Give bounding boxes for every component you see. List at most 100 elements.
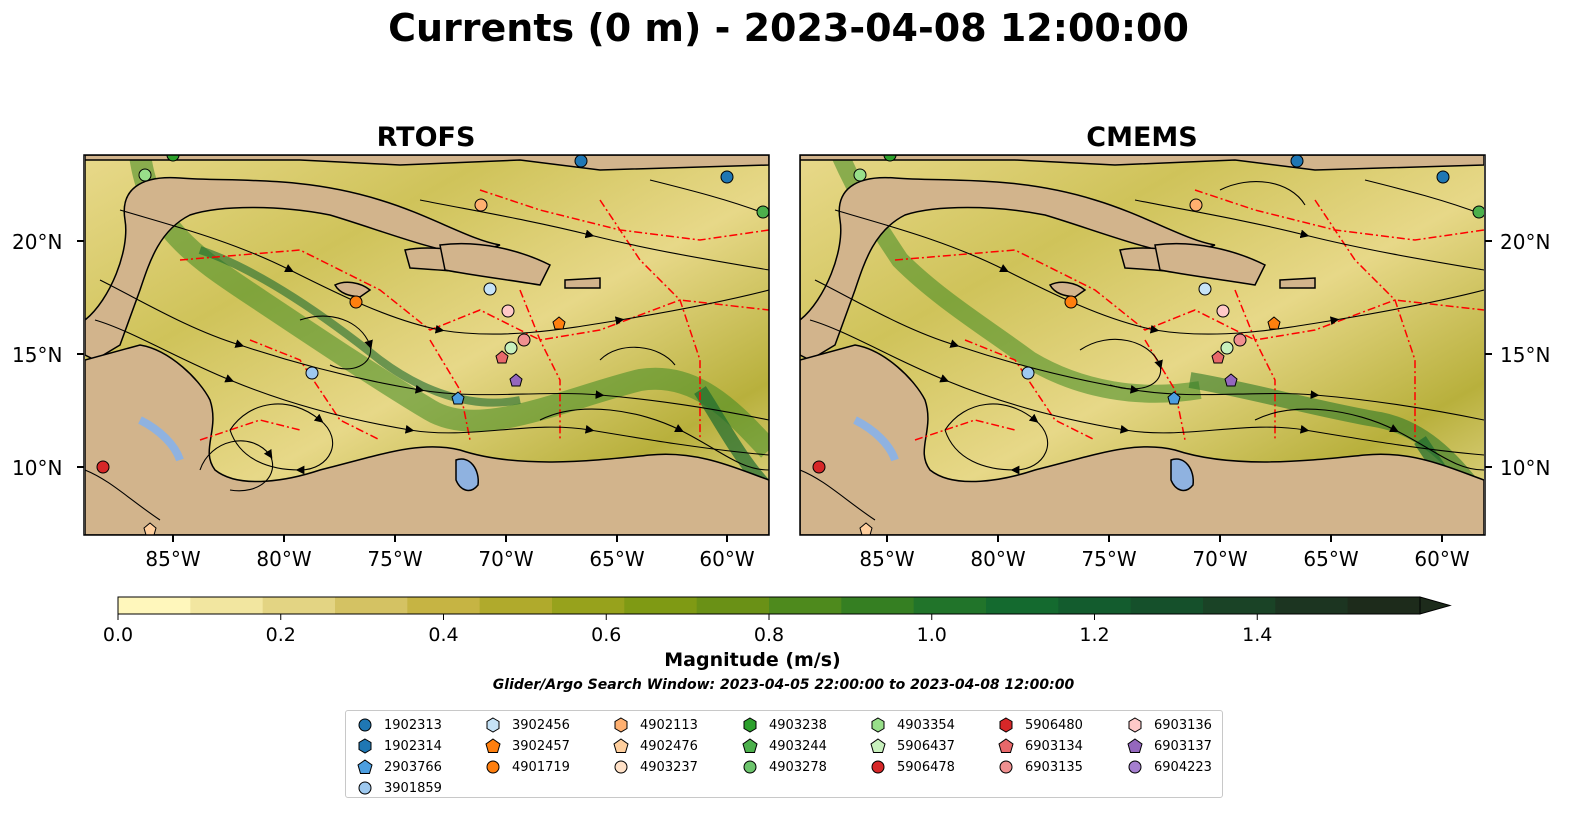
lon-tick: 80°W	[256, 547, 311, 571]
legend-entry: 6903134	[997, 736, 1083, 756]
hexagon-marker-icon	[486, 717, 500, 733]
float-6903135[interactable]	[517, 333, 531, 347]
colorbar-tick-label: 1.0	[917, 624, 947, 646]
legend-label: 5906437	[897, 738, 955, 754]
hexagon-marker-icon	[743, 717, 757, 733]
float-3901859[interactable]	[1021, 366, 1035, 380]
float-6903135[interactable]	[1233, 333, 1247, 347]
legend-label: 4903244	[769, 738, 827, 754]
float-5906437[interactable]	[504, 341, 518, 355]
colorbar-tick-label: 0.0	[103, 624, 133, 646]
float-1902314[interactable]	[1290, 155, 1304, 168]
float-markers[interactable]	[96, 149, 769, 535]
rtofs-map-panel[interactable]	[83, 149, 770, 536]
lon-tick: 70°W	[1192, 547, 1247, 571]
float-4903244[interactable]	[1472, 205, 1485, 219]
legend-entry: 1902313	[356, 715, 442, 735]
hexagon-marker-icon	[999, 717, 1013, 733]
lake-maracaibo	[455, 458, 479, 492]
legend-entry: 5906437	[869, 736, 955, 756]
legend-entry: 2903766	[356, 757, 442, 777]
float-5906478[interactable]	[96, 460, 110, 474]
hexagon-marker-icon	[358, 738, 372, 754]
colorbar-segment	[552, 597, 625, 614]
figure-title: Currents (0 m) - 2023-04-08 12:00:00	[388, 6, 1189, 50]
legend-entry: 3901859	[356, 778, 442, 798]
circle-marker-icon	[999, 760, 1013, 774]
colorbar-tick-label: 1.2	[1079, 624, 1109, 646]
colorbar-segment	[407, 597, 481, 614]
float-4903238[interactable]	[883, 149, 897, 162]
float-4901719[interactable]	[1064, 295, 1078, 309]
colorbar-tick-label: 1.4	[1242, 624, 1272, 646]
lake-nicaragua	[853, 416, 899, 462]
float-markers[interactable]	[812, 149, 1485, 535]
land-puerto-rico	[564, 277, 601, 289]
legend-entry: 4903237	[612, 757, 698, 777]
float-4903354[interactable]	[138, 168, 152, 182]
legend-label: 6903136	[1154, 717, 1212, 733]
float-2903766[interactable]	[1167, 391, 1181, 405]
legend-label: 4903237	[640, 759, 698, 775]
float-4903354[interactable]	[853, 168, 867, 182]
colorbar-segment	[1130, 597, 1204, 614]
legend-entry: 4901719	[484, 757, 570, 777]
legend-entry: 6904223	[1126, 757, 1212, 777]
colorbar-segment	[1275, 597, 1349, 614]
legend-label: 4903278	[769, 759, 827, 775]
float-4902113[interactable]	[474, 198, 488, 212]
float-2903766[interactable]	[451, 391, 465, 405]
legend-label: 3902456	[512, 717, 570, 733]
panel-frame	[799, 154, 1486, 536]
lat-tick: 20°N	[12, 230, 62, 254]
float-1902313[interactable]	[720, 170, 734, 184]
float-6903136[interactable]	[501, 304, 515, 318]
circle-marker-icon	[358, 718, 372, 732]
pentagon-marker-icon	[1127, 738, 1143, 753]
hexagon-marker-icon	[871, 717, 885, 733]
lat-tick: 15°N	[12, 343, 62, 367]
float-3901859[interactable]	[305, 366, 319, 380]
float-4902476[interactable]	[859, 522, 873, 535]
float-4901719[interactable]	[349, 295, 363, 309]
colorbar-segment	[624, 597, 698, 614]
float-1902314[interactable]	[574, 155, 588, 168]
float-1902313[interactable]	[1436, 170, 1450, 184]
circle-marker-icon	[871, 760, 885, 774]
panel-title-cmems: CMEMS	[1086, 122, 1197, 153]
legend-label: 6903134	[1025, 738, 1083, 754]
float-3902457[interactable]	[552, 316, 566, 330]
colorbar-segment	[1058, 597, 1132, 614]
cmems-map-panel[interactable]	[799, 149, 1486, 536]
land-puerto-rico	[1279, 277, 1316, 289]
float-4903244[interactable]	[756, 205, 769, 219]
colorbar-segment	[1347, 597, 1421, 614]
float-4903238[interactable]	[166, 149, 180, 162]
float-3902456[interactable]	[483, 282, 497, 296]
lon-tick: 75°W	[367, 547, 422, 571]
lat-tick: 15°N	[1500, 343, 1550, 367]
lake-maracaibo	[1170, 458, 1194, 492]
legend-label: 4902113	[640, 717, 698, 733]
colorbar-segment	[769, 597, 842, 614]
float-5906478[interactable]	[812, 460, 826, 474]
float-4902476[interactable]	[143, 522, 157, 535]
float-6903134[interactable]	[495, 350, 509, 364]
float-3902457[interactable]	[1267, 316, 1281, 330]
float-4902113[interactable]	[1189, 198, 1203, 212]
land-north	[85, 155, 769, 171]
float-6903137[interactable]	[1224, 373, 1238, 387]
land-north	[800, 155, 1484, 171]
circle-marker-icon	[486, 760, 500, 774]
lon-tick: 60°W	[699, 547, 754, 571]
panel-frame	[83, 154, 770, 536]
float-6903134[interactable]	[1211, 350, 1225, 364]
legend-label: 1902314	[384, 738, 442, 754]
land-central-south-america	[800, 344, 1484, 535]
float-5906437[interactable]	[1220, 341, 1234, 355]
float-6903137[interactable]	[509, 373, 523, 387]
lon-tick: 85°W	[859, 547, 914, 571]
float-6903136[interactable]	[1216, 304, 1230, 318]
float-3902456[interactable]	[1198, 282, 1212, 296]
